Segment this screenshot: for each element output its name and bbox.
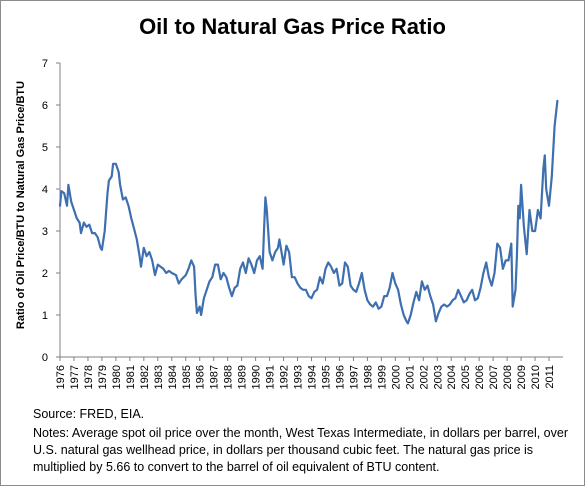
x-tick-label: 1978 xyxy=(83,365,95,389)
y-tick-label: 5 xyxy=(42,142,48,154)
x-tick-label: 1987 xyxy=(209,365,221,389)
x-tick-label: 1998 xyxy=(362,365,374,389)
y-tick-label: 2 xyxy=(42,268,48,280)
x-tick-label: 2001 xyxy=(404,365,416,389)
x-tick-label: 2010 xyxy=(530,365,542,389)
source-note: Source: FRED, EIA. xyxy=(33,407,145,421)
y-tick-label: 6 xyxy=(42,100,48,112)
y-axis: 0 1 2 3 4 5 6 7 xyxy=(42,58,61,364)
x-tick-label: 1994 xyxy=(307,365,319,389)
x-tick-label: 1981 xyxy=(125,365,137,389)
x-tick-label: 1990 xyxy=(251,365,263,389)
x-tick-label: 2003 xyxy=(432,365,444,389)
x-tick-label: 1997 xyxy=(348,365,360,389)
x-tick-label: 2004 xyxy=(446,365,458,389)
x-tick-label: 1992 xyxy=(279,365,291,389)
x-tick-label: 1976 xyxy=(55,365,67,389)
x-tick-label: 1999 xyxy=(376,365,388,389)
x-tick-label: 1979 xyxy=(97,365,109,389)
x-axis: 1976 1977 1978 1979 1980 1981 1982 1983 1984 1985… xyxy=(55,356,563,389)
x-tick-label: 1983 xyxy=(153,365,165,389)
series-line xyxy=(58,99,559,325)
y-tick-label: 0 xyxy=(42,352,48,364)
x-tick-label: 1986 xyxy=(195,365,207,389)
x-tick-label: 1993 xyxy=(293,365,305,389)
x-tick-label: 2006 xyxy=(474,365,486,389)
y-tick-label: 7 xyxy=(42,58,48,70)
x-tick-label: 1984 xyxy=(167,365,179,389)
y-tick-label: 3 xyxy=(42,226,48,238)
notes-text: Notes: Average spot oil price over the m… xyxy=(33,426,568,474)
series-group xyxy=(58,99,559,325)
y-axis-label: Ratio of Oil Price/BTU to Natural Gas Pr… xyxy=(15,81,27,329)
chart-title: Oil to Natural Gas Price Ratio xyxy=(139,14,446,39)
x-tick-label: 2000 xyxy=(390,365,402,389)
x-tick-label: 1980 xyxy=(111,365,123,389)
x-tick-label: 1982 xyxy=(139,365,151,389)
x-tick-label: 2009 xyxy=(516,365,528,389)
x-tick-label: 1985 xyxy=(181,365,193,389)
x-tick-label: 1991 xyxy=(265,365,277,389)
x-tick-label: 1977 xyxy=(69,365,81,389)
x-tick-label: 1989 xyxy=(237,365,249,389)
x-tick-label: 2008 xyxy=(502,365,514,389)
x-tick-label: 2011 xyxy=(544,365,556,389)
x-tick-label: 2002 xyxy=(418,365,430,389)
x-tick-label: 2007 xyxy=(488,365,500,389)
x-tick-label: 1988 xyxy=(223,365,235,389)
y-tick-label: 4 xyxy=(42,184,48,196)
y-tick-label: 1 xyxy=(42,310,48,322)
x-tick-label: 2005 xyxy=(460,365,472,389)
x-tick-label: 1995 xyxy=(320,365,332,389)
x-tick-label: 1996 xyxy=(334,365,346,389)
